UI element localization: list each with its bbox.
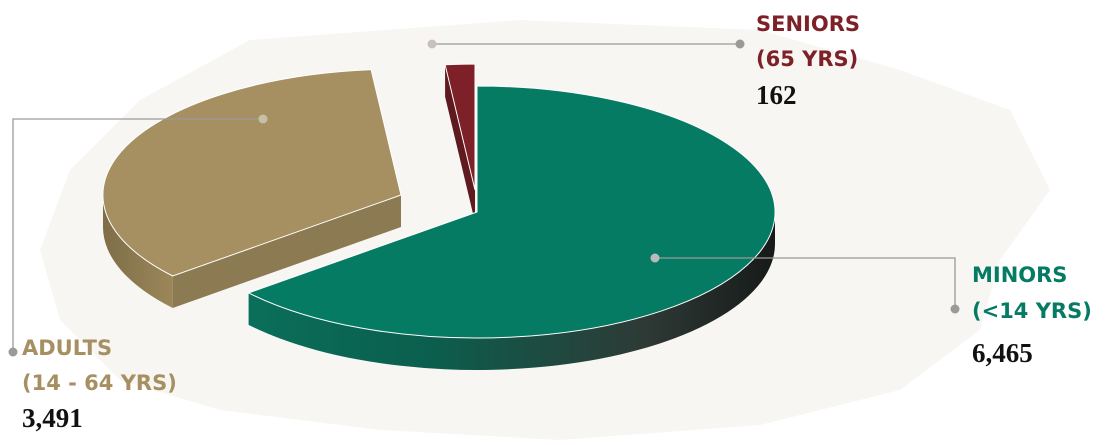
minors-value-label: 6,465 <box>972 338 1033 368</box>
leader-dots <box>8 39 960 357</box>
label-adults: ADULTS (14 - 64 YRS) 3,491 <box>22 336 177 433</box>
seniors-label-line2: (65 YRS) <box>756 47 858 71</box>
slice-side-adults <box>102 195 173 308</box>
slice-seniors <box>444 63 476 222</box>
slice-top-minors <box>247 85 776 339</box>
leader-dot-adults-slice <box>258 114 268 124</box>
leader-dot-minors-label <box>950 304 960 314</box>
slice-minors <box>247 85 776 370</box>
label-minors: MINORS (<14 YRS) 6,465 <box>972 263 1092 368</box>
adults-label-line1: ADULTS <box>22 336 112 360</box>
leader-dot-minors-slice <box>650 253 660 263</box>
seniors-label-line1: SENIORS <box>756 12 860 36</box>
adults-value-label: 3,491 <box>22 403 83 433</box>
slice-adults <box>102 69 402 308</box>
leader-dot-seniors-label <box>735 39 745 49</box>
label-seniors: SENIORS (65 YRS) 162 <box>756 12 860 110</box>
minors-label-line2: (<14 YRS) <box>972 299 1092 323</box>
slices-layer <box>102 63 776 370</box>
leader-dot-adults-label <box>8 347 18 357</box>
seniors-value-label: 162 <box>756 80 797 110</box>
slice-top-adults <box>102 69 402 277</box>
adults-label-line2: (14 - 64 YRS) <box>22 371 177 395</box>
leader-dot-seniors-slice <box>427 39 437 49</box>
slice-cut-face-seniors <box>445 64 475 222</box>
leader-lines <box>12 43 956 352</box>
minors-label-line1: MINORS <box>972 263 1067 287</box>
slice-top-seniors <box>444 63 476 191</box>
leader-line-adults <box>12 118 263 352</box>
leader-line-minors <box>655 257 956 309</box>
slice-side-minors <box>248 212 776 370</box>
slice-cut-face-adults <box>172 195 401 308</box>
